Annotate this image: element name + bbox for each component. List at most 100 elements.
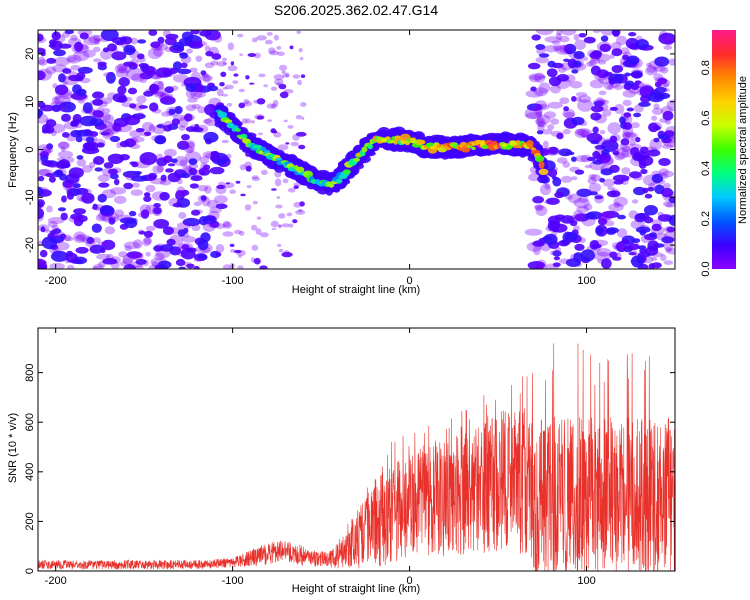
spectrogram-blob: [300, 102, 307, 107]
spectrogram-blob: [528, 173, 541, 182]
spectrogram-blob: [165, 33, 179, 40]
spectrogram-blob: [564, 43, 577, 55]
spectrogram-blob: [85, 240, 96, 247]
spectrogram-blob: [614, 103, 625, 115]
spectrogram-blob: [558, 258, 571, 265]
spectrogram-blob: [547, 101, 563, 109]
spectrogram-blob: [120, 261, 128, 267]
spectrogram-blob: [128, 210, 137, 217]
spectrogram-blob: [642, 187, 649, 194]
spectrogram-blob: [589, 240, 600, 250]
spectrogram-blob: [73, 231, 87, 243]
spectrogram-blob: [170, 158, 178, 164]
spectrogram-blob: [151, 44, 163, 51]
spectrogram-blob: [143, 90, 154, 97]
spectrogram-blob: [83, 49, 96, 58]
spectrogram-blob: [58, 73, 66, 83]
colorbar-tick-label: 0.2: [700, 211, 712, 226]
spectrogram-blob: [109, 173, 119, 180]
spectrogram-blob: [534, 204, 543, 210]
spectrogram-blob: [204, 104, 217, 116]
spectrogram-blob: [572, 60, 582, 68]
spectrogram-blob: [281, 70, 287, 75]
spectrogram-blob: [562, 128, 571, 135]
spectrogram-blob: [583, 36, 596, 44]
spectrogram-blob: [656, 78, 671, 88]
spectrogram-blob: [234, 128, 241, 132]
spectrogram-blob: [613, 196, 628, 207]
spectrogram-blob: [97, 193, 107, 203]
spectrogram-blob: [180, 172, 191, 179]
spectrogram-blob: [599, 215, 612, 222]
spectrogram-blob: [143, 237, 152, 245]
spectrogram-ytick-label: 10: [24, 96, 36, 108]
spectrogram-blob: [153, 47, 164, 57]
spectrogram-blob: [245, 118, 252, 124]
spectrogram-blob: [663, 45, 673, 50]
spectrogram-blob: [580, 130, 591, 138]
spectrogram-blob: [193, 265, 200, 269]
spectrogram-blob: [622, 131, 638, 141]
spectrogram-blob: [102, 114, 115, 124]
spectrogram-blob: [215, 203, 228, 210]
spectrogram-blob: [278, 224, 282, 229]
spectrogram-blob: [528, 74, 541, 83]
spectrogram-blob: [277, 144, 289, 151]
spectrogram-blob: [145, 251, 151, 257]
spectrogram-blob: [263, 84, 268, 88]
spectrogram-blob: [233, 229, 242, 235]
spectrogram-blob: [543, 111, 557, 119]
spectrogram-blob: [596, 41, 612, 52]
spectrogram-blob: [89, 244, 104, 254]
spectrogram-blob: [216, 88, 224, 97]
spectrogram-blob: [38, 144, 52, 157]
spectrogram-blob: [157, 36, 165, 44]
spectrogram-blob: [229, 123, 235, 128]
spectrogram-blob: [92, 98, 104, 106]
spectrogram-blob: [38, 33, 44, 42]
spectrogram-blob: [285, 142, 290, 145]
spectrogram-blob: [172, 61, 183, 71]
spectrogram-blob: [245, 165, 252, 172]
spectrogram-blob: [166, 238, 176, 246]
spectrogram-blob: [58, 159, 70, 169]
spectrogram-blob: [64, 30, 74, 35]
spectrogram-blob: [73, 208, 86, 215]
spectrogram-blob: [596, 226, 604, 235]
spectrogram-blob: [575, 92, 588, 97]
spectrogram-blob: [135, 128, 145, 133]
spectrogram-blob: [211, 53, 222, 60]
spectrogram-blob: [546, 68, 558, 78]
spectrogram-blob: [592, 151, 601, 159]
spectrogram-blob: [191, 224, 201, 232]
spectrogram-blob: [210, 60, 219, 66]
spectrogram-blob: [126, 251, 143, 259]
spectrogram-blob: [532, 196, 544, 204]
spectrogram-blob: [622, 131, 631, 139]
spectrogram-blob: [38, 259, 48, 268]
spectrogram-blob: [635, 39, 649, 50]
colorbar: 0.0 0.2 0.4 0.6 0.8 Normalized spectral ampl…: [700, 30, 749, 277]
spectrogram-blob: [623, 122, 632, 130]
spectrogram-blob: [635, 81, 645, 89]
spectrogram-blob: [196, 30, 208, 36]
spectrogram-blob: [232, 80, 239, 84]
spectrogram-blob: [74, 41, 84, 53]
spectrogram-blob: [48, 235, 65, 244]
spectrogram-blob: [213, 34, 223, 43]
snr-xtick-label: -200: [45, 575, 67, 587]
colorbar-tick-label: 0.0: [700, 261, 712, 276]
spectrogram-blob: [185, 83, 198, 92]
spectrogram-blob: [85, 136, 95, 143]
spectrogram-blob: [51, 224, 59, 232]
spectrogram-blob: [533, 265, 544, 269]
spectrogram-blob: [336, 178, 343, 184]
spectrogram-blob: [662, 110, 674, 121]
spectrogram-blob: [538, 168, 549, 175]
spectrogram-blob: [536, 116, 546, 128]
spectrogram-blob: [286, 212, 293, 217]
spectrogram-blob: [241, 118, 248, 124]
spectrogram-blob: [657, 77, 668, 85]
spectrogram-blob: [651, 115, 658, 121]
spectrogram-blob: [139, 204, 151, 216]
